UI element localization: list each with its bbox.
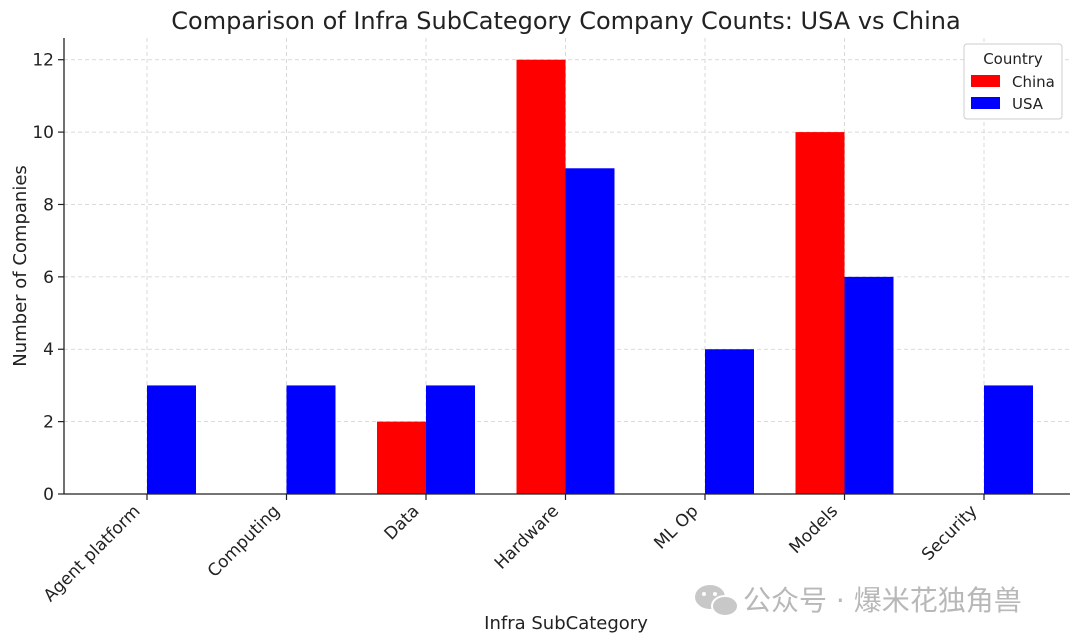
- bar-usa-ml-op: [705, 349, 754, 494]
- bar-usa-agent-platform: [147, 385, 196, 494]
- y-tick-label: 8: [43, 195, 54, 215]
- legend-swatch-usa: [971, 97, 1000, 109]
- y-tick-label: 12: [32, 51, 54, 71]
- x-tick-label: Hardware: [491, 501, 563, 573]
- legend: Country China USA: [963, 43, 1063, 120]
- bar-usa-security: [984, 385, 1033, 494]
- y-tick-label: 2: [43, 413, 54, 433]
- x-axis-label: Infra SubCategory: [484, 613, 648, 634]
- bar-usa-computing: [286, 385, 336, 494]
- x-tick-label: Computing: [204, 501, 284, 581]
- x-tick-label: Models: [786, 501, 843, 558]
- wechat-icon: [695, 585, 739, 617]
- legend-label-usa: USA: [1012, 95, 1044, 113]
- legend-title: Country: [983, 50, 1043, 68]
- bar-usa-data: [426, 385, 475, 494]
- y-ticks: 0 2 4 6 8 10 12: [32, 51, 64, 505]
- bar-china-models: [795, 132, 845, 494]
- legend-label-china: China: [1012, 73, 1055, 91]
- bars: [147, 59, 1033, 495]
- y-axis-label: Number of Companies: [10, 165, 31, 367]
- bar-china-data: [377, 421, 426, 494]
- bar-usa-models: [844, 276, 894, 494]
- bar-usa-hardware: [565, 168, 615, 495]
- axes: [63, 38, 1070, 495]
- watermark-text: 公众号 · 爆米花独角兽: [743, 584, 1022, 617]
- watermark: 公众号 · 爆米花独角兽: [695, 584, 1022, 617]
- legend-swatch-china: [971, 75, 1000, 87]
- chart-title: Comparison of Infra SubCategory Company …: [171, 7, 960, 35]
- y-tick-label: 10: [32, 123, 54, 143]
- x-tick-label: Data: [381, 501, 424, 544]
- y-tick-label: 6: [43, 268, 54, 288]
- x-tick-label: Agent platform: [40, 501, 145, 606]
- y-tick-label: 4: [43, 340, 54, 360]
- x-tick-label: Security: [918, 501, 982, 565]
- x-tick-label: ML Op: [650, 501, 702, 553]
- bar-china-hardware: [516, 59, 566, 494]
- y-tick-label: 0: [43, 485, 54, 505]
